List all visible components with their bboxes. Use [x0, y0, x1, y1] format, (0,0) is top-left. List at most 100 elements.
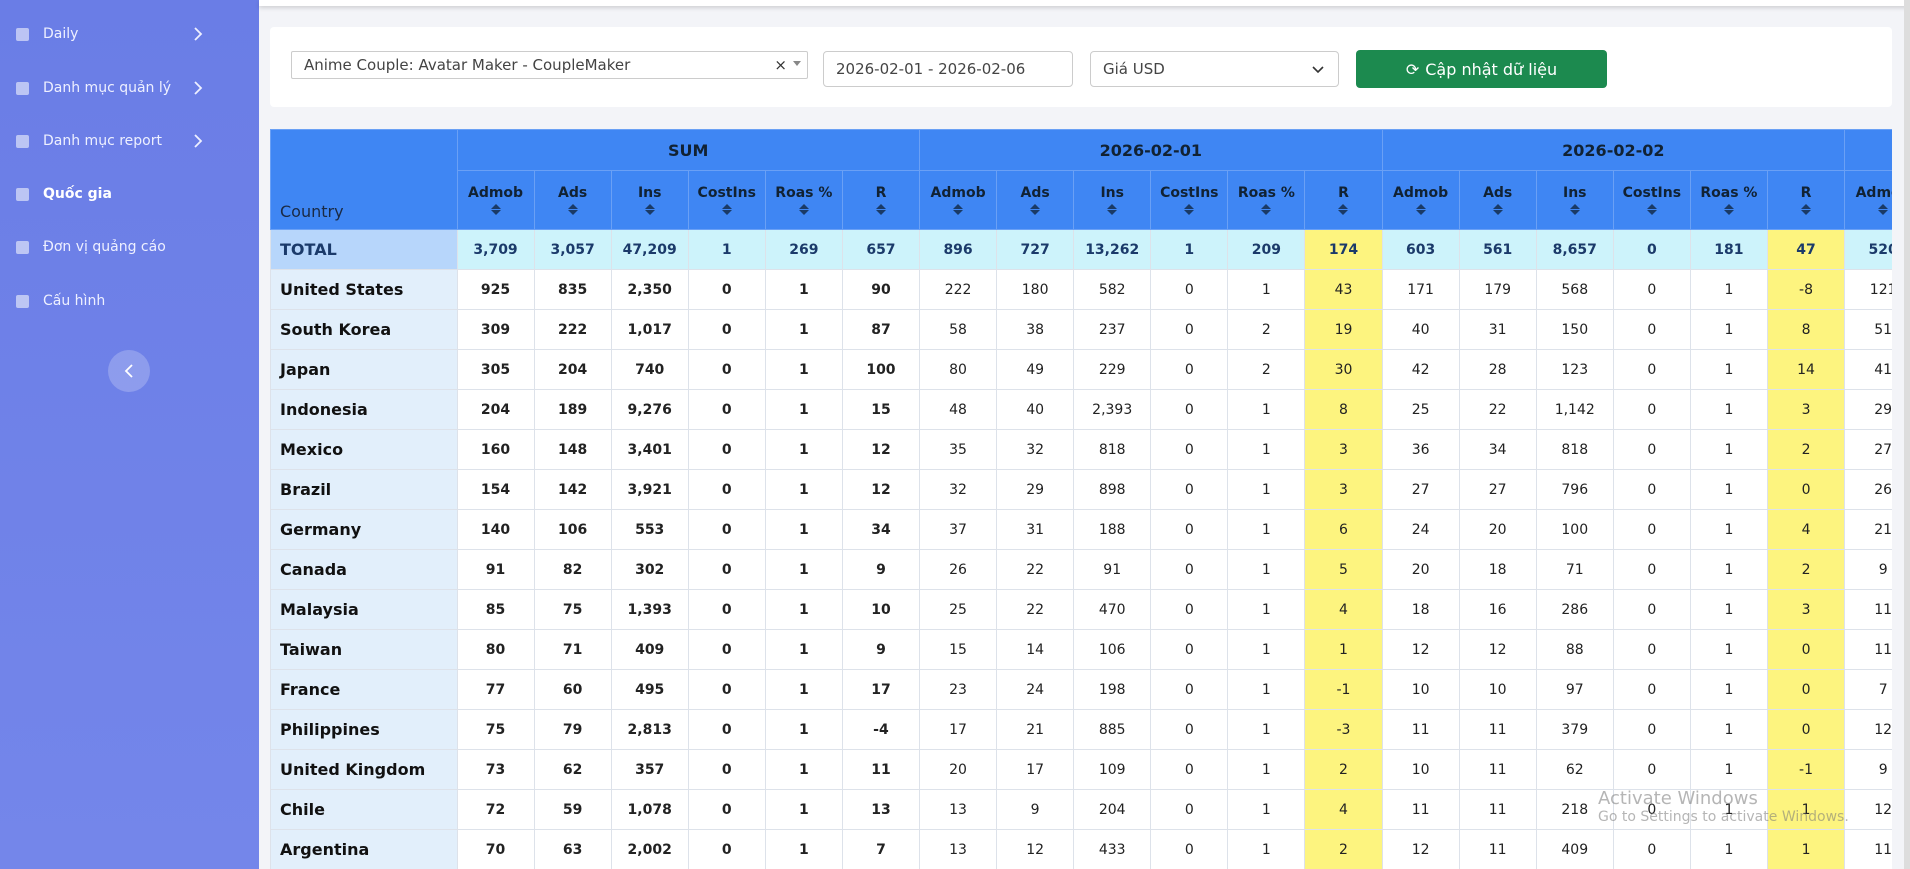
sidebar-item[interactable]: Danh mục quản lý: [16, 73, 216, 103]
column-header[interactable]: Roas %: [1689, 170, 1768, 230]
value-cell: 25: [1381, 389, 1460, 430]
value-cell: 925: [456, 269, 535, 310]
value-cell: 160: [456, 429, 535, 470]
sidebar-item[interactable]: Danh mục report: [16, 126, 216, 156]
value-cell: 198: [1073, 669, 1152, 710]
value-cell: 0: [687, 589, 766, 630]
value-cell: 218: [1535, 789, 1614, 830]
column-header[interactable]: Roas %: [1227, 170, 1306, 230]
value-cell: 100: [841, 349, 921, 390]
column-header[interactable]: Admob: [919, 170, 998, 230]
country-cell: Canada: [270, 549, 458, 590]
column-header[interactable]: Ads: [533, 170, 612, 230]
value-cell: 409: [1535, 829, 1614, 869]
column-header[interactable]: R: [841, 170, 921, 230]
sort-down: [1801, 209, 1812, 215]
sort-up: [1878, 203, 1889, 209]
sidebar-item[interactable]: Đơn vị quảng cáo: [16, 232, 216, 262]
value-cell: 20: [919, 749, 998, 790]
value-cell: 379: [1535, 709, 1614, 750]
table-body: TOTAL 3,709 3,057 47,209 1 269 657 896 727 13,262…: [270, 229, 1892, 869]
value-cell: 1: [1689, 469, 1768, 510]
country-cell: TOTAL: [270, 229, 458, 270]
value-cell: 9: [1844, 749, 1892, 790]
column-header[interactable]: Admob: [1844, 170, 1892, 230]
sort-up: [1184, 203, 1195, 209]
value-cell: 14: [996, 629, 1075, 670]
value-cell: 12: [1458, 629, 1537, 670]
value-cell: 9: [996, 789, 1075, 830]
value-cell: 2,813: [610, 709, 689, 750]
group-header: 2026-02-01: [919, 129, 1383, 171]
value-cell: 0: [1150, 669, 1229, 710]
chevron-down: [1312, 66, 1324, 74]
column-header[interactable]: R: [1304, 170, 1383, 230]
sort-down: [567, 209, 578, 215]
column-header[interactable]: CostIns: [687, 170, 766, 230]
value-cell: 305: [456, 349, 535, 390]
value-cell: 0: [1766, 629, 1846, 670]
value-cell: 34: [1458, 429, 1537, 470]
value-cell: 204: [1073, 789, 1152, 830]
value-cell: 38: [996, 309, 1075, 350]
sidebar-item[interactable]: Cấu hình: [16, 286, 216, 316]
column-header[interactable]: CostIns: [1612, 170, 1691, 230]
currency-select[interactable]: Giá USD: [1090, 51, 1339, 87]
column-header[interactable]: Ins: [1535, 170, 1614, 230]
value-cell: 28: [1458, 349, 1537, 390]
value-cell: 0: [1150, 509, 1229, 550]
refresh-icon: ⟳: [1405, 59, 1420, 79]
column-label: Ads: [558, 184, 588, 201]
value-cell: 0: [687, 789, 766, 830]
value-cell: 409: [610, 629, 689, 670]
value-cell: -4: [841, 709, 921, 750]
clear-icon[interactable]: ×: [774, 56, 787, 74]
value-cell: 3: [1304, 469, 1383, 510]
value-cell: 40: [1381, 309, 1460, 350]
refresh-button[interactable]: ⟳ Cập nhật dữ liệu: [1356, 50, 1607, 88]
country-cell: Japan: [270, 349, 458, 390]
column-header[interactable]: Ins: [1073, 170, 1152, 230]
value-cell: 1,393: [610, 589, 689, 630]
sort-up: [875, 203, 886, 209]
value-cell: 1: [764, 469, 843, 510]
value-cell: 4: [1304, 789, 1383, 830]
value-cell: 727: [996, 229, 1075, 270]
column-header[interactable]: Ins: [610, 170, 689, 230]
value-cell: 1: [1227, 749, 1306, 790]
column-header[interactable]: Admob: [456, 170, 535, 230]
column-header[interactable]: Admob: [1381, 170, 1460, 230]
value-cell: 18: [1381, 589, 1460, 630]
value-cell: 9: [841, 549, 921, 590]
column-header[interactable]: Roas %: [764, 170, 843, 230]
value-cell: 109: [1073, 749, 1152, 790]
value-cell: 204: [456, 389, 535, 430]
column-label: Admob: [930, 184, 986, 201]
column-header[interactable]: Ads: [996, 170, 1075, 230]
collapse-button[interactable]: [108, 350, 150, 392]
value-cell: 2,350: [610, 269, 689, 310]
column-header[interactable]: CostIns: [1150, 170, 1229, 230]
column-header[interactable]: Ads: [1458, 170, 1537, 230]
value-cell: 12: [996, 829, 1075, 869]
sidebar-label: Danh mục report: [43, 133, 162, 149]
sidebar-item[interactable]: Daily: [16, 19, 216, 49]
value-cell: 71: [1535, 549, 1614, 590]
date-range[interactable]: 2026-02-01 - 2026-02-06: [823, 51, 1073, 87]
value-cell: 85: [456, 589, 535, 630]
value-cell: 88: [1535, 629, 1614, 670]
app-select[interactable]: Anime Couple: Avatar Maker - CoupleMaker…: [291, 51, 808, 79]
sidebar-item[interactable]: Quốc gia: [16, 179, 216, 209]
value-cell: 11: [1381, 709, 1460, 750]
value-cell: 357: [610, 749, 689, 790]
value-cell: 30: [1304, 349, 1383, 390]
value-cell: 1: [764, 709, 843, 750]
country-header[interactable]: Country: [270, 129, 458, 230]
value-cell: 40: [996, 389, 1075, 430]
value-cell: 0: [687, 709, 766, 750]
value-cell: 82: [533, 549, 612, 590]
value-cell: 0: [1612, 269, 1691, 310]
value-cell: 835: [533, 269, 612, 310]
column-header[interactable]: R: [1766, 170, 1846, 230]
sort-down: [490, 209, 501, 215]
